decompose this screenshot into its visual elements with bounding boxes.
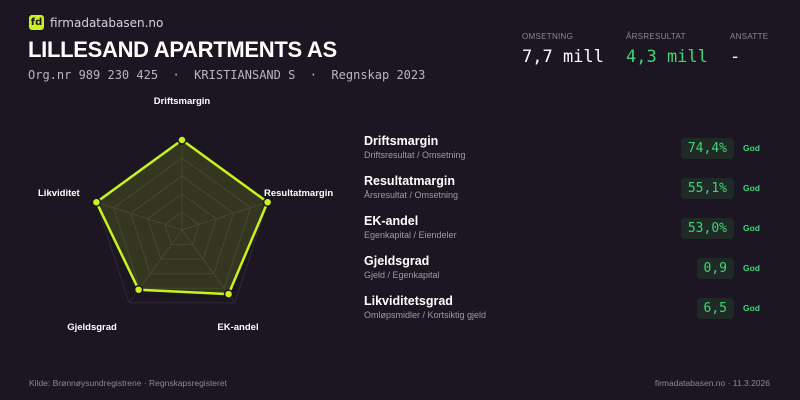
kpi-label: ÅRSRESULTAT — [626, 32, 686, 41]
ratio-name: Gjeldsgrad — [364, 254, 430, 268]
ratio-name: Resultatmargin — [364, 174, 455, 188]
brand-logo[interactable]: fd firmadatabasen.no — [29, 15, 163, 30]
radar-axis-label: Driftsmargin — [154, 96, 211, 107]
ratio-value: 53,0% — [680, 218, 734, 239]
ratio-row: EK-andel Egenkapital / Eiendeler 53,0% G… — [364, 214, 774, 254]
radar-axis-label: Likviditet — [38, 188, 81, 199]
radar-axis-label: EK-andel — [217, 322, 258, 333]
ratio-name: Likviditetsgrad — [364, 294, 453, 308]
ratio-formula: Årsresultat / Omsetning — [364, 190, 459, 200]
ratio-row: Gjeldsgrad Gjeld / Egenkapital 0,9 God — [364, 254, 774, 294]
radar-grid-ring — [130, 175, 234, 275]
radar-chart: Driftsmargin Resultatmargin EK-andel Gjelds… — [38, 96, 333, 333]
kpi-value: 7,7 mill — [522, 47, 604, 67]
ratio-value: 6,5 — [696, 298, 734, 319]
radar-axis-label: Gjeldsgrad — [67, 322, 117, 333]
company-subtitle: Org.nr 989 230 425 · KRISTIANSAND S · Re… — [28, 68, 426, 82]
kpi-value: 4,3 mill — [626, 47, 708, 67]
ratio-rating-badge: God — [743, 223, 760, 233]
ratio-rating-badge: God — [743, 263, 760, 273]
ratio-name: EK-andel — [364, 214, 419, 228]
ratio-row: Resultatmargin Årsresultat / Omsetning 5… — [364, 174, 774, 214]
ratio-value: 0,9 — [696, 258, 734, 279]
kpi-value: - — [730, 47, 741, 67]
logo-icon: fd — [29, 15, 44, 30]
ratio-formula: Omløpsmidler / Kortsiktig gjeld — [364, 310, 487, 320]
ratio-rating-badge: God — [743, 303, 760, 313]
footer-site: firmadatabasen.no · 11.3.2026 — [654, 378, 770, 388]
kpi-omsetning: OMSETNING 7,7 mill — [522, 32, 604, 67]
radar-point — [133, 284, 144, 295]
radar-area — [95, 138, 269, 296]
radar-grid-ring — [112, 157, 252, 289]
ratio-rating-badge: God — [743, 143, 760, 153]
footer-source: Kilde: Brønnøysundregistrene · Regnskaps… — [29, 378, 227, 388]
ratio-value: 55,1% — [680, 178, 734, 199]
ratio-rating-badge: God — [743, 183, 760, 193]
radar-grid-ring — [164, 211, 200, 246]
radar-grid-ring — [147, 193, 217, 260]
kpi-label: ANSATTE — [730, 32, 769, 41]
radar-point — [262, 197, 273, 207]
ratio-row: Likviditetsgrad Omløpsmidler / Kortsikti… — [364, 294, 774, 334]
radar-point — [223, 289, 234, 299]
radar-point — [177, 135, 187, 145]
ratio-name: Driftsmargin — [364, 134, 439, 148]
radar-axis-line — [96, 201, 183, 231]
company-name: LILLESAND APARTMENTS AS — [28, 37, 337, 62]
ratio-formula: Egenkapital / Eiendeler — [364, 230, 457, 240]
kpi-label: OMSETNING — [522, 32, 574, 41]
radar-axis-line — [181, 201, 268, 231]
radar-axis-label: Resultatmargin — [264, 188, 333, 199]
ratio-row: Driftsmargin Driftsresultat / Omsetning … — [364, 134, 774, 174]
brand-name: firmadatabasen.no — [50, 15, 164, 30]
kpi-arsresultat: ÅRSRESULTAT 4,3 mill — [626, 32, 708, 67]
radar-point — [91, 197, 102, 207]
ratio-formula: Gjeld / Egenkapital — [364, 270, 440, 280]
ratio-list: Driftsmargin Driftsresultat / Omsetning … — [364, 134, 774, 334]
ratio-formula: Driftsresultat / Omsetning — [364, 150, 466, 160]
kpi-ansatte: ANSATTE - — [730, 32, 768, 67]
ratio-value: 74,4% — [680, 138, 734, 159]
